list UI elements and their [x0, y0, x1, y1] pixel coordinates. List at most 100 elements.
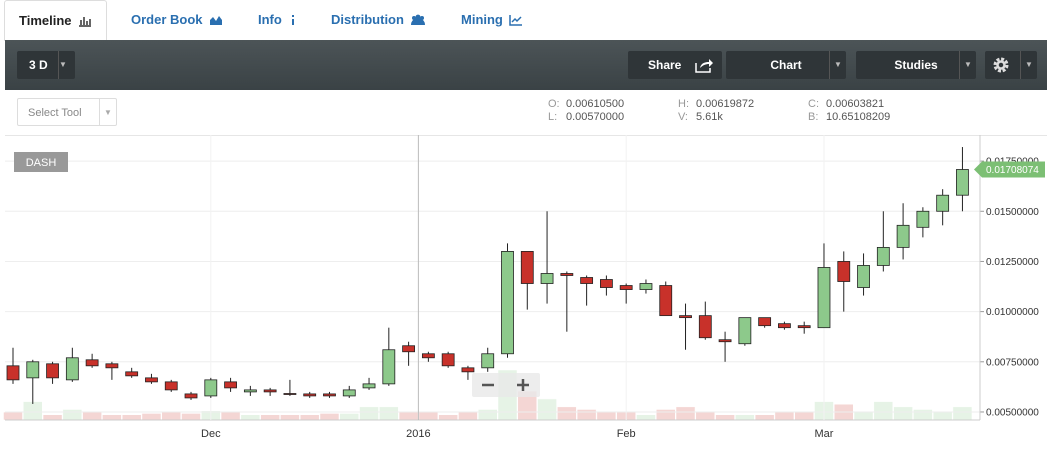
studies-dropdown[interactable]: Studies ▼ — [856, 51, 976, 79]
ohlc-item: O: 0.00610500 — [548, 98, 624, 110]
tab-label: Distribution — [331, 12, 404, 27]
candle-body — [243, 389, 257, 393]
share-button[interactable]: Share — [628, 51, 722, 79]
ohlc-item: B: 10.65108209 — [808, 111, 890, 123]
y-tick-label: 0.01250000 — [986, 257, 1039, 268]
tab[interactable]: Mining — [461, 0, 523, 40]
tab[interactable]: Timeline — [4, 0, 107, 41]
candle-body — [738, 317, 752, 345]
ohlc-item: H: 0.00619872 — [678, 98, 754, 110]
tab[interactable]: Distribution — [331, 0, 426, 40]
chart-dropdown[interactable]: Chart ▼ — [726, 51, 846, 79]
volume-bar — [398, 411, 419, 421]
volume-bar — [774, 411, 795, 421]
candle-body — [778, 323, 791, 329]
volume-bar — [418, 411, 439, 421]
volume-bar — [715, 414, 735, 421]
caret: ▼ — [58, 51, 75, 79]
volume-bar — [42, 414, 63, 421]
symbol-box — [14, 152, 68, 172]
icon — [695, 59, 713, 73]
tab-label: Info — [258, 12, 282, 27]
candle-body — [639, 283, 653, 290]
studies-label: Studies — [894, 58, 938, 72]
ohlc-label: L: — [548, 111, 558, 123]
ohlc-value: 0.00610500 — [566, 98, 625, 110]
volume-bar — [537, 398, 557, 421]
volume-bar — [695, 411, 716, 421]
settings-dropdown[interactable]: ▼ — [985, 51, 1037, 79]
volume-bar — [280, 414, 300, 421]
ohlc-value: 5.61k — [696, 111, 723, 123]
candle-body — [797, 325, 811, 329]
ohlc-item: C: 0.00603821 — [808, 98, 884, 110]
tab-label: Timeline — [19, 13, 72, 28]
ohlc-label: B: — [808, 111, 819, 123]
candle-body — [342, 389, 356, 397]
ohlc-item: V: 5.61k — [678, 111, 723, 123]
tab[interactable]: Order Book — [131, 0, 223, 40]
tab[interactable]: Info — [258, 0, 298, 40]
volume-bar — [596, 411, 617, 421]
info-row: Select Tool ▼ O: 0.00610500 L: 0.00570000 H: 0… — [5, 90, 1047, 136]
x-tick-label: 2016 — [406, 428, 430, 440]
volume-bar — [932, 411, 953, 421]
candle-body — [184, 393, 198, 399]
select-tool[interactable]: Select Tool ▼ — [17, 98, 117, 126]
select-tool-label: Select Tool — [28, 107, 82, 119]
icon — [78, 17, 91, 27]
candle-body — [224, 381, 237, 389]
ohlc-item: L: 0.00570000 — [548, 111, 624, 123]
caret: ▼ — [959, 51, 976, 79]
candle-body — [382, 349, 396, 385]
ohlc-label: V: — [678, 111, 688, 123]
chart: 0.00500000 0.00750000 0.01000000 0.01250000… — [3, 135, 1045, 440]
candle-body — [303, 393, 317, 397]
volume-bar — [636, 414, 656, 421]
volume-bar — [913, 409, 933, 421]
candle-body — [817, 267, 831, 329]
volume-bar — [121, 414, 142, 421]
tab-label: Order Book — [131, 12, 203, 27]
zoom-control[interactable] — [472, 373, 540, 397]
candle-body — [145, 377, 158, 383]
candle-body — [679, 315, 692, 319]
candle-body — [441, 353, 455, 367]
candle-body — [283, 393, 297, 395]
chart-label: Chart — [770, 58, 802, 72]
volume-bar — [557, 406, 577, 421]
volume-bar — [438, 414, 458, 421]
candle-body — [619, 285, 633, 290]
candle-body — [421, 353, 435, 359]
volume-bar — [141, 413, 162, 421]
volume-bar — [873, 401, 894, 421]
volume-bar — [339, 413, 360, 421]
volume-bar — [23, 401, 43, 421]
x-tick-label: Feb — [617, 428, 636, 440]
volume-bar — [181, 413, 201, 421]
candle-body — [956, 169, 969, 196]
candle-body — [560, 273, 574, 276]
candle-body — [501, 251, 514, 355]
candle-body — [600, 279, 613, 288]
candle-body — [164, 381, 178, 391]
volume-bar — [299, 414, 320, 421]
volume-bar — [102, 414, 122, 421]
candle-body — [204, 379, 218, 397]
candle-body — [936, 194, 950, 212]
volume-bar — [161, 411, 181, 421]
interval-label: 3 D — [29, 58, 48, 72]
candle-body — [65, 357, 79, 381]
candle-body — [659, 285, 673, 317]
candle-body — [837, 261, 851, 282]
volume-bar — [952, 406, 973, 421]
icon — [291, 15, 294, 25]
candle-body — [758, 317, 772, 327]
interval-dropdown[interactable]: 3 D ▼ — [17, 51, 75, 79]
volume-bar — [675, 406, 696, 421]
volume-bar — [477, 409, 498, 421]
volume-bar — [735, 414, 755, 421]
icon — [410, 14, 425, 25]
candle-body — [46, 363, 59, 379]
